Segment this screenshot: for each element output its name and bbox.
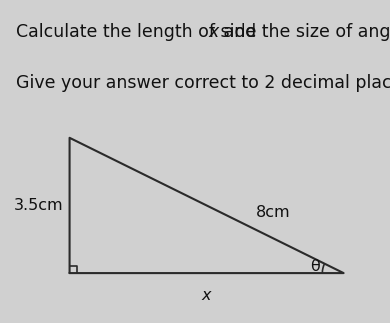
Text: 3.5cm: 3.5cm xyxy=(14,198,64,213)
Text: Calculate the length of side: Calculate the length of side xyxy=(16,23,262,41)
Text: Calculate the length of side x: Calculate the length of side x xyxy=(16,23,271,41)
Text: Give your answer correct to 2 decimal places: Give your answer correct to 2 decimal pl… xyxy=(16,74,390,92)
Text: x: x xyxy=(209,23,219,41)
Text: and the size of angle θ: and the size of angle θ xyxy=(218,23,390,41)
Text: 8cm: 8cm xyxy=(255,205,290,220)
Text: θ: θ xyxy=(310,259,319,274)
Text: x: x xyxy=(202,288,211,303)
